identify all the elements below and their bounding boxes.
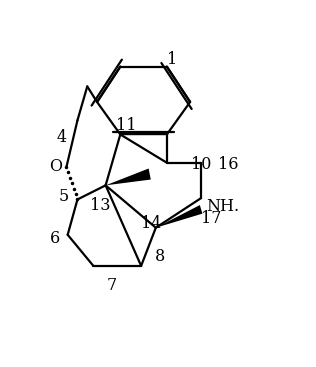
- Text: 8: 8: [155, 248, 165, 265]
- Text: 14: 14: [141, 215, 161, 232]
- Text: 1: 1: [167, 51, 177, 68]
- Text: 10: 10: [191, 156, 212, 174]
- Text: 17: 17: [201, 210, 221, 227]
- Text: 16: 16: [218, 156, 239, 174]
- Text: 7: 7: [106, 277, 117, 294]
- Text: O: O: [49, 159, 62, 175]
- Text: 4: 4: [57, 129, 67, 146]
- Polygon shape: [156, 205, 203, 228]
- Text: 13: 13: [90, 197, 111, 214]
- Polygon shape: [106, 168, 151, 185]
- Text: 6: 6: [50, 230, 60, 247]
- Text: 11: 11: [116, 117, 137, 134]
- Text: 5: 5: [58, 188, 69, 205]
- Text: NH.: NH.: [206, 198, 239, 215]
